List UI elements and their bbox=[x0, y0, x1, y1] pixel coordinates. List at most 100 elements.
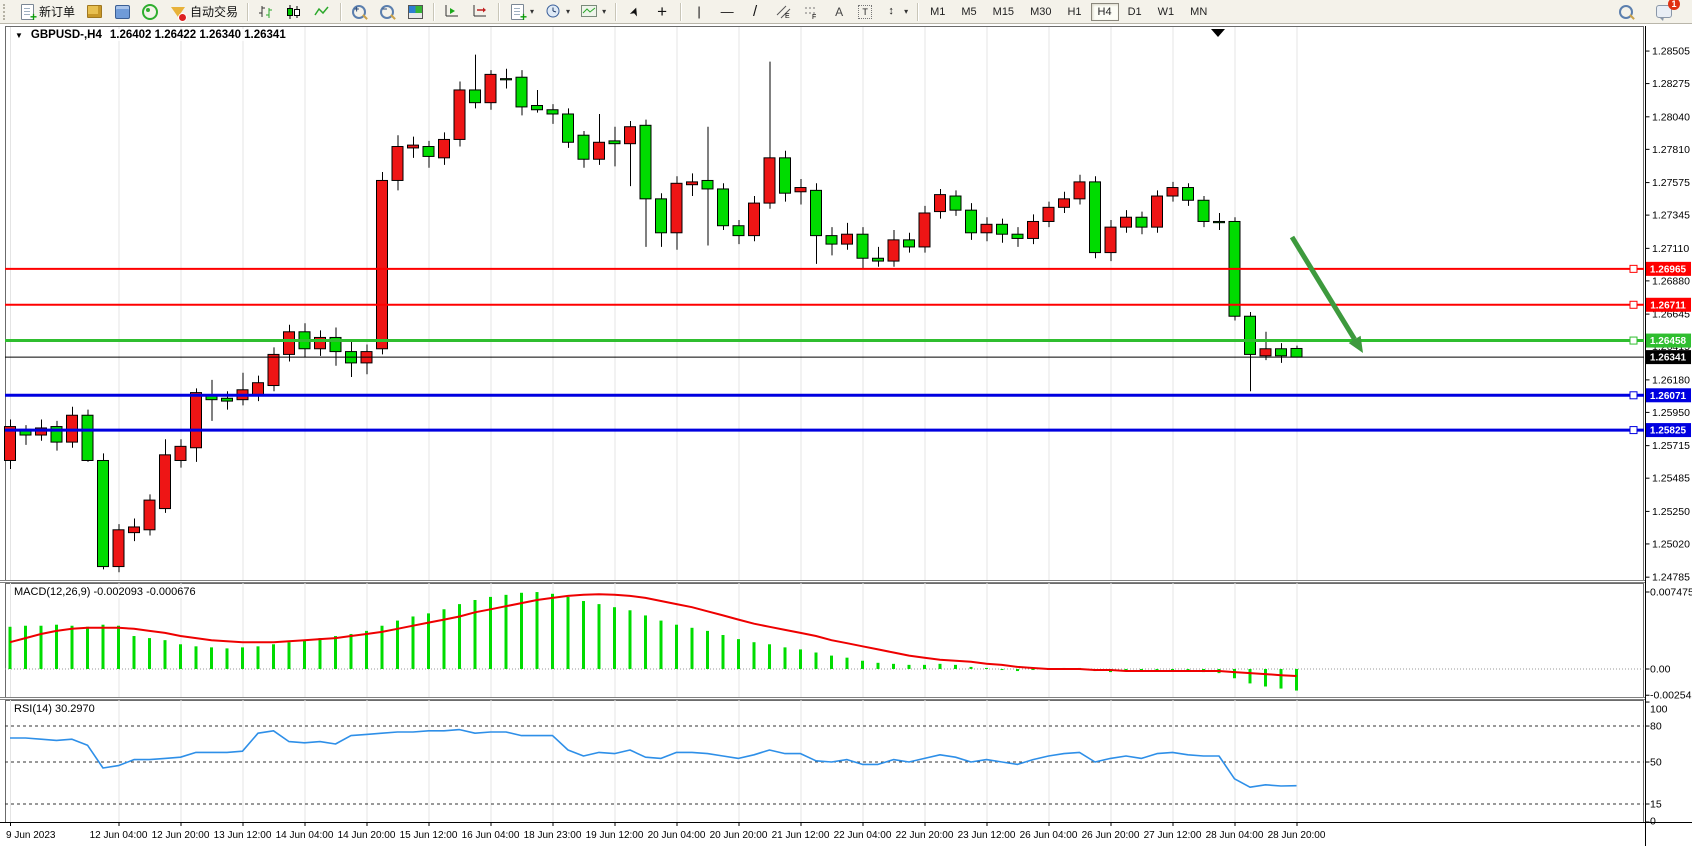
chart-symbol-title[interactable]: ▼ GBPUSD-,H4 1.26402 1.26422 1.26340 1.2… bbox=[12, 29, 289, 41]
line-chart-icon bbox=[313, 3, 331, 20]
svg-text:1.27575: 1.27575 bbox=[1652, 177, 1690, 189]
signals-button[interactable] bbox=[136, 1, 164, 22]
svg-text:28 Jun 04:00: 28 Jun 04:00 bbox=[1206, 830, 1264, 841]
candle bbox=[500, 78, 512, 81]
candle bbox=[655, 198, 667, 234]
zoom-out-button[interactable]: − bbox=[373, 1, 401, 22]
candle bbox=[562, 113, 574, 143]
candle bbox=[903, 239, 915, 248]
search-icon bbox=[1617, 3, 1635, 20]
text-label-button[interactable]: T bbox=[853, 3, 877, 21]
candlestick-chart-button[interactable] bbox=[280, 1, 308, 22]
timeframe-m5[interactable]: M5 bbox=[961, 5, 977, 18]
svg-text:22 Jun 04:00: 22 Jun 04:00 bbox=[834, 830, 892, 841]
line-handle bbox=[1629, 426, 1638, 435]
text-label-icon: T bbox=[858, 4, 873, 19]
search-button[interactable] bbox=[1612, 1, 1640, 22]
zoom-in-button[interactable]: + bbox=[345, 1, 373, 22]
svg-text:16 Jun 04:00: 16 Jun 04:00 bbox=[462, 830, 520, 841]
svg-text:100: 100 bbox=[1650, 704, 1668, 716]
tile-windows-button[interactable] bbox=[401, 1, 429, 22]
navigator-icon bbox=[113, 3, 131, 20]
svg-text:14 Jun 20:00: 14 Jun 20:00 bbox=[338, 830, 396, 841]
svg-text:28 Jun 20:00: 28 Jun 20:00 bbox=[1268, 830, 1326, 841]
svg-text:12 Jun 20:00: 12 Jun 20:00 bbox=[152, 830, 210, 841]
candle bbox=[546, 109, 559, 115]
toolbar-grip[interactable] bbox=[3, 3, 10, 20]
timeframe-m30[interactable]: M30 bbox=[1030, 5, 1052, 18]
new-chart-button[interactable]: + ▾ bbox=[503, 1, 539, 23]
chart-canvas[interactable]: 1.28505 1.28275 1.28040 1.27810 1.27575 1.273… bbox=[0, 24, 1692, 846]
new-order-button[interactable]: + 新订单 bbox=[13, 1, 80, 23]
channel-button[interactable]: E bbox=[769, 1, 797, 22]
candle bbox=[267, 353, 280, 387]
timeframe-d1[interactable]: D1 bbox=[1127, 5, 1142, 18]
zoom-out-icon: − bbox=[378, 3, 396, 20]
candle bbox=[190, 392, 202, 449]
horizontal-line-button[interactable]: — bbox=[713, 1, 741, 22]
timeframe-mn[interactable]: MN bbox=[1190, 5, 1208, 18]
arrows-button[interactable]: ↕ ▾ bbox=[877, 1, 913, 22]
timeframe-h1[interactable]: H1 bbox=[1067, 5, 1082, 18]
vertical-line-button[interactable]: | bbox=[685, 1, 713, 22]
cursor-button[interactable]: ➤ bbox=[620, 1, 648, 22]
svg-text:1.26071: 1.26071 bbox=[1650, 391, 1687, 402]
svg-text:9 Jun 2023: 9 Jun 2023 bbox=[6, 830, 56, 841]
text-button[interactable]: A bbox=[825, 1, 853, 22]
trendline-button[interactable]: / bbox=[741, 1, 769, 22]
line-handle bbox=[1629, 264, 1638, 273]
timeframe-h4[interactable]: H4 bbox=[1090, 2, 1119, 21]
market-watch-button[interactable] bbox=[80, 1, 108, 22]
fibonacci-button[interactable]: F bbox=[797, 1, 825, 22]
candle bbox=[841, 233, 853, 245]
chevron-down-icon: ▾ bbox=[566, 7, 571, 16]
bar-chart-button[interactable] bbox=[252, 1, 280, 22]
fibonacci-icon: F bbox=[802, 3, 820, 20]
crosshair-button[interactable]: + bbox=[648, 1, 676, 22]
price-badge bbox=[1646, 423, 1691, 438]
chart-shift-icon bbox=[471, 3, 489, 20]
ohlc-values: 1.26402 1.26422 1.26340 1.26341 bbox=[109, 29, 286, 41]
candle bbox=[1259, 348, 1272, 357]
candle bbox=[407, 144, 419, 149]
signal-icon bbox=[141, 3, 159, 20]
timeframe-m15[interactable]: M15 bbox=[992, 5, 1015, 18]
svg-text:1.24785: 1.24785 bbox=[1652, 572, 1690, 584]
channel-icon: E bbox=[774, 3, 792, 20]
toolbar-separator bbox=[247, 2, 249, 21]
candle bbox=[422, 146, 435, 157]
autotrading-button[interactable]: 自动交易 bbox=[164, 1, 243, 22]
candle bbox=[1275, 348, 1287, 357]
candle bbox=[174, 445, 187, 461]
candle bbox=[128, 526, 140, 534]
candle bbox=[531, 105, 543, 111]
indicators-button[interactable]: ▾ bbox=[575, 1, 611, 22]
candle bbox=[1027, 220, 1039, 239]
trend-arrow-head bbox=[1348, 335, 1363, 353]
candle bbox=[717, 188, 729, 227]
bar-chart-icon bbox=[257, 3, 275, 20]
candle bbox=[1151, 195, 1163, 228]
price-badge bbox=[1646, 333, 1691, 348]
gridlines bbox=[10, 27, 1298, 822]
svg-text:1.25020: 1.25020 bbox=[1652, 538, 1690, 550]
price-badges: 1.26965 1.26711 1.26458 1.26341 1.26071 1.258… bbox=[1646, 261, 1691, 438]
svg-text:26 Jun 04:00: 26 Jun 04:00 bbox=[1020, 830, 1078, 841]
chart-shift-button[interactable] bbox=[466, 1, 494, 22]
macd-signal-line bbox=[9, 593, 1297, 677]
candle bbox=[50, 426, 63, 443]
navigator-button[interactable] bbox=[108, 1, 136, 22]
svg-text:1.27110: 1.27110 bbox=[1652, 243, 1689, 255]
line-chart-button[interactable] bbox=[308, 1, 336, 22]
svg-text:1.25485: 1.25485 bbox=[1652, 473, 1690, 485]
candle bbox=[593, 141, 605, 160]
toolbar-separator bbox=[680, 2, 682, 21]
price-badge bbox=[1646, 297, 1691, 312]
periods-button[interactable]: ▾ bbox=[539, 1, 575, 22]
auto-scroll-button[interactable] bbox=[438, 1, 466, 22]
timeframe-m1[interactable]: M1 bbox=[930, 5, 946, 18]
svg-text:1.25950: 1.25950 bbox=[1652, 407, 1690, 419]
candle bbox=[856, 233, 869, 259]
timeframe-w1[interactable]: W1 bbox=[1157, 5, 1175, 18]
chat-button[interactable]: 1 bbox=[1650, 0, 1680, 22]
